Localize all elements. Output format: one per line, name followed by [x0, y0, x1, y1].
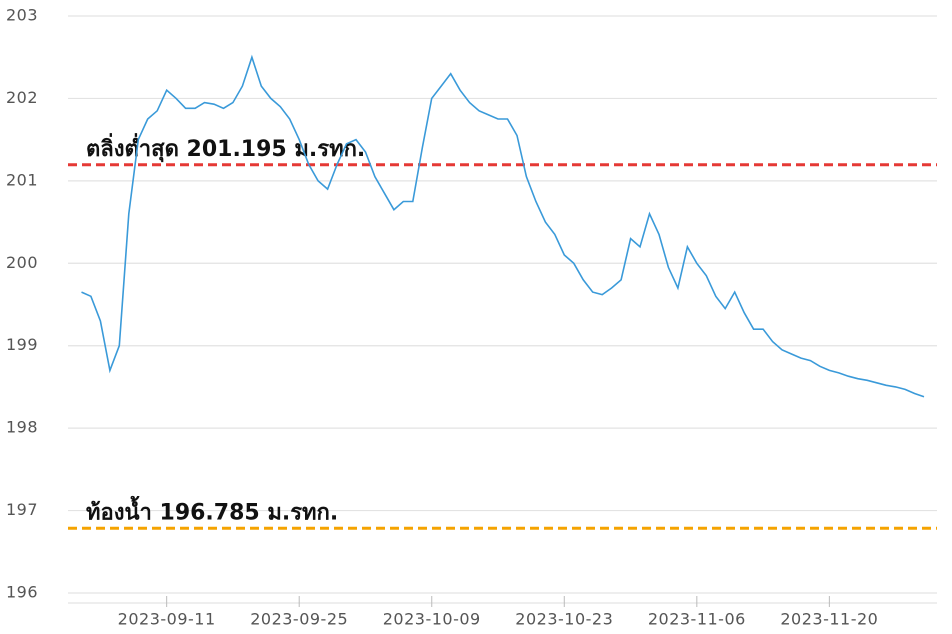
- y-tick-label: 203: [6, 6, 38, 25]
- x-tick-label: 2023-09-11: [118, 610, 216, 629]
- y-tick-label: 200: [6, 253, 38, 272]
- x-tick-label: 2023-09-25: [250, 610, 348, 629]
- y-tick-label: 201: [6, 170, 38, 189]
- reference-label: ท้องน้ำ 196.785 ม.รทก.: [86, 495, 338, 525]
- x-tick-label: 2023-11-06: [648, 610, 746, 629]
- x-tick-label: 2023-10-09: [383, 610, 481, 629]
- x-tick-label: 2023-11-20: [780, 610, 878, 629]
- reference-label: ตลิ่งต่ำสุด 201.195 ม.รทก.: [86, 132, 365, 163]
- y-tick-label: 196: [6, 583, 38, 602]
- y-tick-label: 199: [6, 335, 38, 354]
- y-tick-label: 198: [6, 418, 38, 437]
- x-tick-label: 2023-10-23: [515, 610, 613, 629]
- data-line: [81, 54, 925, 398]
- y-tick-label: 197: [6, 500, 38, 519]
- y-tick-label: 202: [6, 88, 38, 107]
